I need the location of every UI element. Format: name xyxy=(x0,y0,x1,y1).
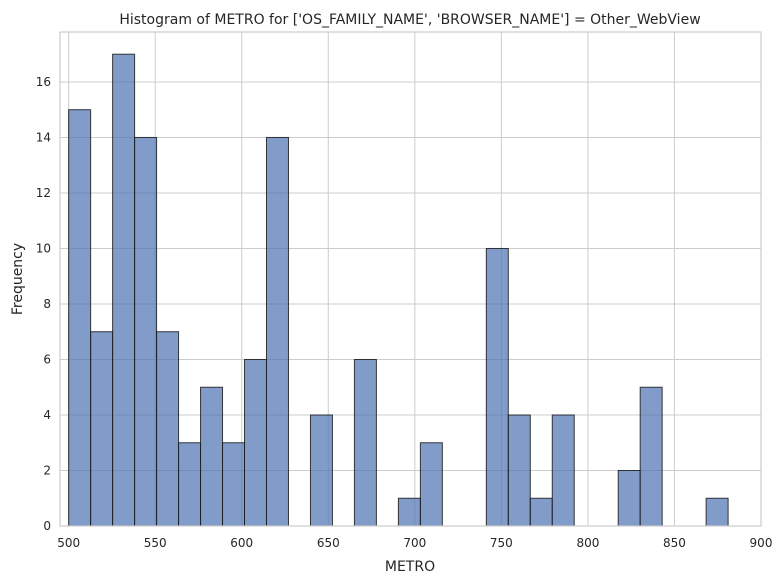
histogram-bar xyxy=(178,442,202,527)
histogram-bar xyxy=(90,331,114,527)
histogram-bar xyxy=(156,331,180,527)
x-tick-label: 800 xyxy=(576,536,599,550)
histogram-bar xyxy=(529,497,553,527)
histogram-bar xyxy=(353,358,377,527)
y-axis-label: Frequency xyxy=(10,243,26,315)
x-tick-label: 750 xyxy=(490,536,513,550)
y-tick-label: 14 xyxy=(36,130,51,144)
histogram-bar xyxy=(551,414,575,527)
histogram-bar xyxy=(507,414,531,527)
y-tick-label: 2 xyxy=(43,463,51,477)
histogram-bar xyxy=(244,358,267,527)
y-tick-label: 0 xyxy=(43,519,51,533)
x-tick-label: 550 xyxy=(144,536,167,550)
histogram-bar xyxy=(485,247,509,527)
y-tick-label: 10 xyxy=(36,241,51,255)
x-tick-label: 600 xyxy=(230,536,253,550)
y-tick-label: 12 xyxy=(36,186,51,200)
x-tick-label: 700 xyxy=(403,536,426,550)
histogram-bar xyxy=(419,442,443,527)
histogram-bar xyxy=(222,442,246,527)
y-tick-label: 16 xyxy=(36,75,51,89)
histogram-bar xyxy=(265,136,289,527)
x-axis-label: METRO xyxy=(385,559,435,575)
bars xyxy=(68,53,729,527)
histogram-bar xyxy=(200,386,224,527)
histogram-bar xyxy=(397,497,421,527)
x-tick-label: 500 xyxy=(57,536,80,550)
y-tick-label: 6 xyxy=(43,352,51,366)
y-tick-label: 4 xyxy=(43,408,51,422)
x-tick-label: 650 xyxy=(317,536,340,550)
histogram-bar xyxy=(617,469,641,527)
histogram-bar xyxy=(639,386,663,527)
histogram-bar xyxy=(68,109,92,527)
histogram-bar xyxy=(705,497,729,527)
plot-frame xyxy=(59,31,762,527)
y-tick-label: 8 xyxy=(43,297,51,311)
tick-labels: 500 550 600 650 700 750 800 850 900 0 2 4 6 8 10 12 14 16 xyxy=(36,75,773,550)
x-tick-label: 900 xyxy=(750,536,773,550)
chart-title: Histogram of METRO for ['OS_FAMILY_NAME'… xyxy=(119,12,700,28)
histogram-bar xyxy=(112,53,136,527)
histogram-bar xyxy=(134,136,158,527)
x-tick-label: 850 xyxy=(663,536,686,550)
histogram-bar xyxy=(309,414,333,527)
